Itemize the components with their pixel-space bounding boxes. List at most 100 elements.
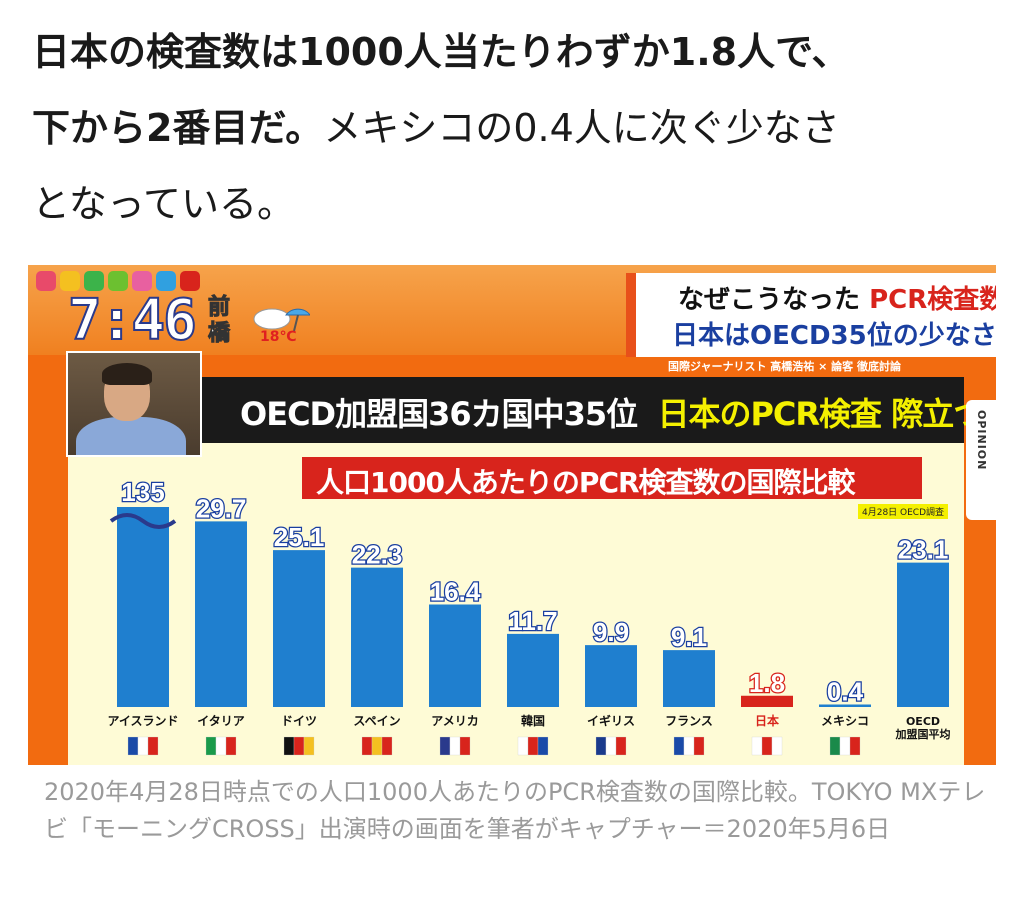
- category-label-4: アメリカ: [431, 714, 478, 728]
- flag-2-stripe-1: [293, 736, 305, 756]
- flag-2-stripe-2: [303, 736, 315, 756]
- flag-3-stripe-2: [381, 736, 393, 756]
- flag-7-stripe-0: [673, 736, 685, 756]
- data-label-5: 11.7: [508, 606, 557, 636]
- article-line-3: となっている。: [32, 182, 295, 226]
- data-label-3: 22.3: [352, 540, 403, 570]
- data-label-6: 9.9: [593, 617, 629, 647]
- city-name: 前橋: [208, 295, 231, 347]
- bar-6: [585, 645, 637, 707]
- flag-5-stripe-2: [537, 736, 549, 756]
- category-label-10-b: 加盟国平均: [895, 727, 951, 741]
- search-icon: [84, 271, 104, 291]
- category-label-2: ドイツ: [281, 714, 317, 728]
- bar-8: [741, 695, 793, 707]
- black-banner: OECD加盟国36カ国中35位 日本のPCR検査 際立つ少なさ: [200, 377, 996, 443]
- flag-0-stripe-2: [147, 736, 159, 756]
- category-label-1: イタリア: [197, 714, 245, 728]
- data-label-8: 1.8: [749, 668, 785, 698]
- data-label-0: 135: [121, 477, 164, 507]
- bar-9: [819, 704, 871, 707]
- category-label-10: OECD: [906, 715, 940, 728]
- flag-8-stripe-2: [771, 736, 783, 756]
- chart-title: 人口1000人あたりのPCR検査数の国際比較: [316, 466, 856, 499]
- bar-1: [195, 521, 247, 707]
- category-label-0: アイスランド: [107, 714, 178, 728]
- flag-9-stripe-1: [839, 736, 851, 756]
- headline-box: なぜこうなった PCR検査数 日本はOECD35位の少なさ: [626, 273, 996, 357]
- clock-time: 7:46: [67, 288, 198, 353]
- source-note: 4月28日 OECD調査: [858, 504, 949, 519]
- flag-7-stripe-1: [683, 736, 695, 756]
- weather-app-icon: [156, 271, 176, 291]
- flag-2-stripe-0: [283, 736, 295, 756]
- tv-screenshot: 7:46 前橋 18℃ なぜこうなった PCR検査数 日本はOECD35位の少な…: [28, 265, 996, 765]
- bar-3: [351, 567, 403, 707]
- data-label-7: 9.1: [671, 622, 707, 652]
- flag-6-stripe-1: [605, 736, 617, 756]
- data-label-2: 25.1: [274, 522, 325, 552]
- chart-title-banner: 人口1000人あたりのPCR検査数の国際比較: [302, 457, 922, 499]
- article-bold-2: 下から2番目だ。: [32, 106, 324, 150]
- article-normal-2: メキシコの0.4人に次ぐ少なさ: [323, 106, 840, 150]
- live-icon: [180, 271, 200, 291]
- category-label-9: メキシコ: [821, 714, 869, 728]
- category-label-6: イギリス: [587, 713, 635, 728]
- bar-7: [663, 650, 715, 707]
- headline-line-1: なぜこうなった PCR検査数: [678, 279, 996, 316]
- category-label-5: 韓国: [521, 713, 545, 728]
- flag-9-stripe-0: [829, 736, 841, 756]
- banner-yellow-text: 日本のPCR検査 際立つ少なさ: [657, 395, 996, 433]
- article-bold-1: 日本の検査数は1000人当たりわずか1.8人で、: [32, 30, 850, 74]
- headline-line-2: 日本はOECD35位の少なさ: [672, 321, 996, 351]
- article-text: 日本の検査数は1000人当たりわずか1.8人で、 下から2番目だ。メキシコの0.…: [32, 14, 992, 242]
- bar-5: [507, 633, 559, 707]
- data-label-9: 0.4: [827, 677, 864, 707]
- flag-8-stripe-1: [761, 736, 773, 756]
- commentator-video: [66, 351, 202, 457]
- play-icon: [132, 271, 152, 291]
- bar-2: [273, 550, 325, 707]
- headline-black-text: なぜこうなった: [678, 285, 861, 315]
- app-icon-yellow: [60, 271, 80, 291]
- flag-0-stripe-0: [127, 736, 139, 756]
- flag-1-stripe-2: [225, 736, 237, 756]
- image-caption: 2020年4月28日時点での人口1000人あたりのPCR検査数の国際比較。TOK…: [44, 778, 986, 843]
- program-subline: 国際ジャーナリスト 高橋浩祐 × 論客 徹底討論: [668, 360, 901, 373]
- flag-6-stripe-0: [595, 736, 607, 756]
- flag-9-stripe-2: [849, 736, 861, 756]
- opinion-label: OPINION: [975, 410, 988, 471]
- flag-0-stripe-1: [137, 736, 149, 756]
- data-label-1: 29.7: [196, 493, 247, 523]
- black-banner-text: OECD加盟国36カ国中35位 日本のPCR検査 際立つ少なさ: [240, 389, 996, 435]
- flag-8-stripe-0: [751, 736, 763, 756]
- flag-5-stripe-0: [517, 736, 529, 756]
- category-label-7: フランス: [665, 714, 713, 728]
- flag-1-stripe-0: [205, 736, 217, 756]
- banner-white-text: OECD加盟国36カ国中35位: [240, 395, 638, 433]
- data-label-4: 16.4: [430, 577, 481, 607]
- flag-4-stripe-2: [459, 736, 471, 756]
- temperature: 18℃: [260, 329, 297, 345]
- category-label-3: スペイン: [353, 714, 400, 728]
- flag-7-stripe-2: [693, 736, 705, 756]
- opinion-tab: OPINION: [966, 400, 996, 520]
- app-icon-green: [108, 271, 128, 291]
- flag-5-stripe-1: [527, 736, 539, 756]
- chart-panel: OECD加盟国36カ国中35位 日本のPCR検査 際立つ少なさ 人口1000人あ…: [68, 377, 996, 765]
- bar-10: [897, 562, 949, 707]
- axis-break-mark: [109, 513, 177, 529]
- data-label-10: 23.1: [898, 535, 949, 565]
- chat-icon: [36, 271, 56, 291]
- flag-4-stripe-1: [449, 736, 461, 756]
- article-line-2: 下から2番目だ。メキシコの0.4人に次ぐ少なさ: [32, 90, 992, 166]
- flag-1-stripe-1: [215, 736, 227, 756]
- flag-4-stripe-0: [439, 736, 451, 756]
- bar-0: [117, 507, 169, 707]
- bar-4: [429, 604, 481, 707]
- partly-cloudy-umbrella-icon: [253, 308, 310, 332]
- commentator-hair: [102, 363, 152, 385]
- headline-red-text: PCR検査数: [869, 285, 996, 315]
- flag-3-stripe-1: [371, 736, 383, 756]
- article-line-1: 日本の検査数は1000人当たりわずか1.8人で、: [32, 14, 992, 90]
